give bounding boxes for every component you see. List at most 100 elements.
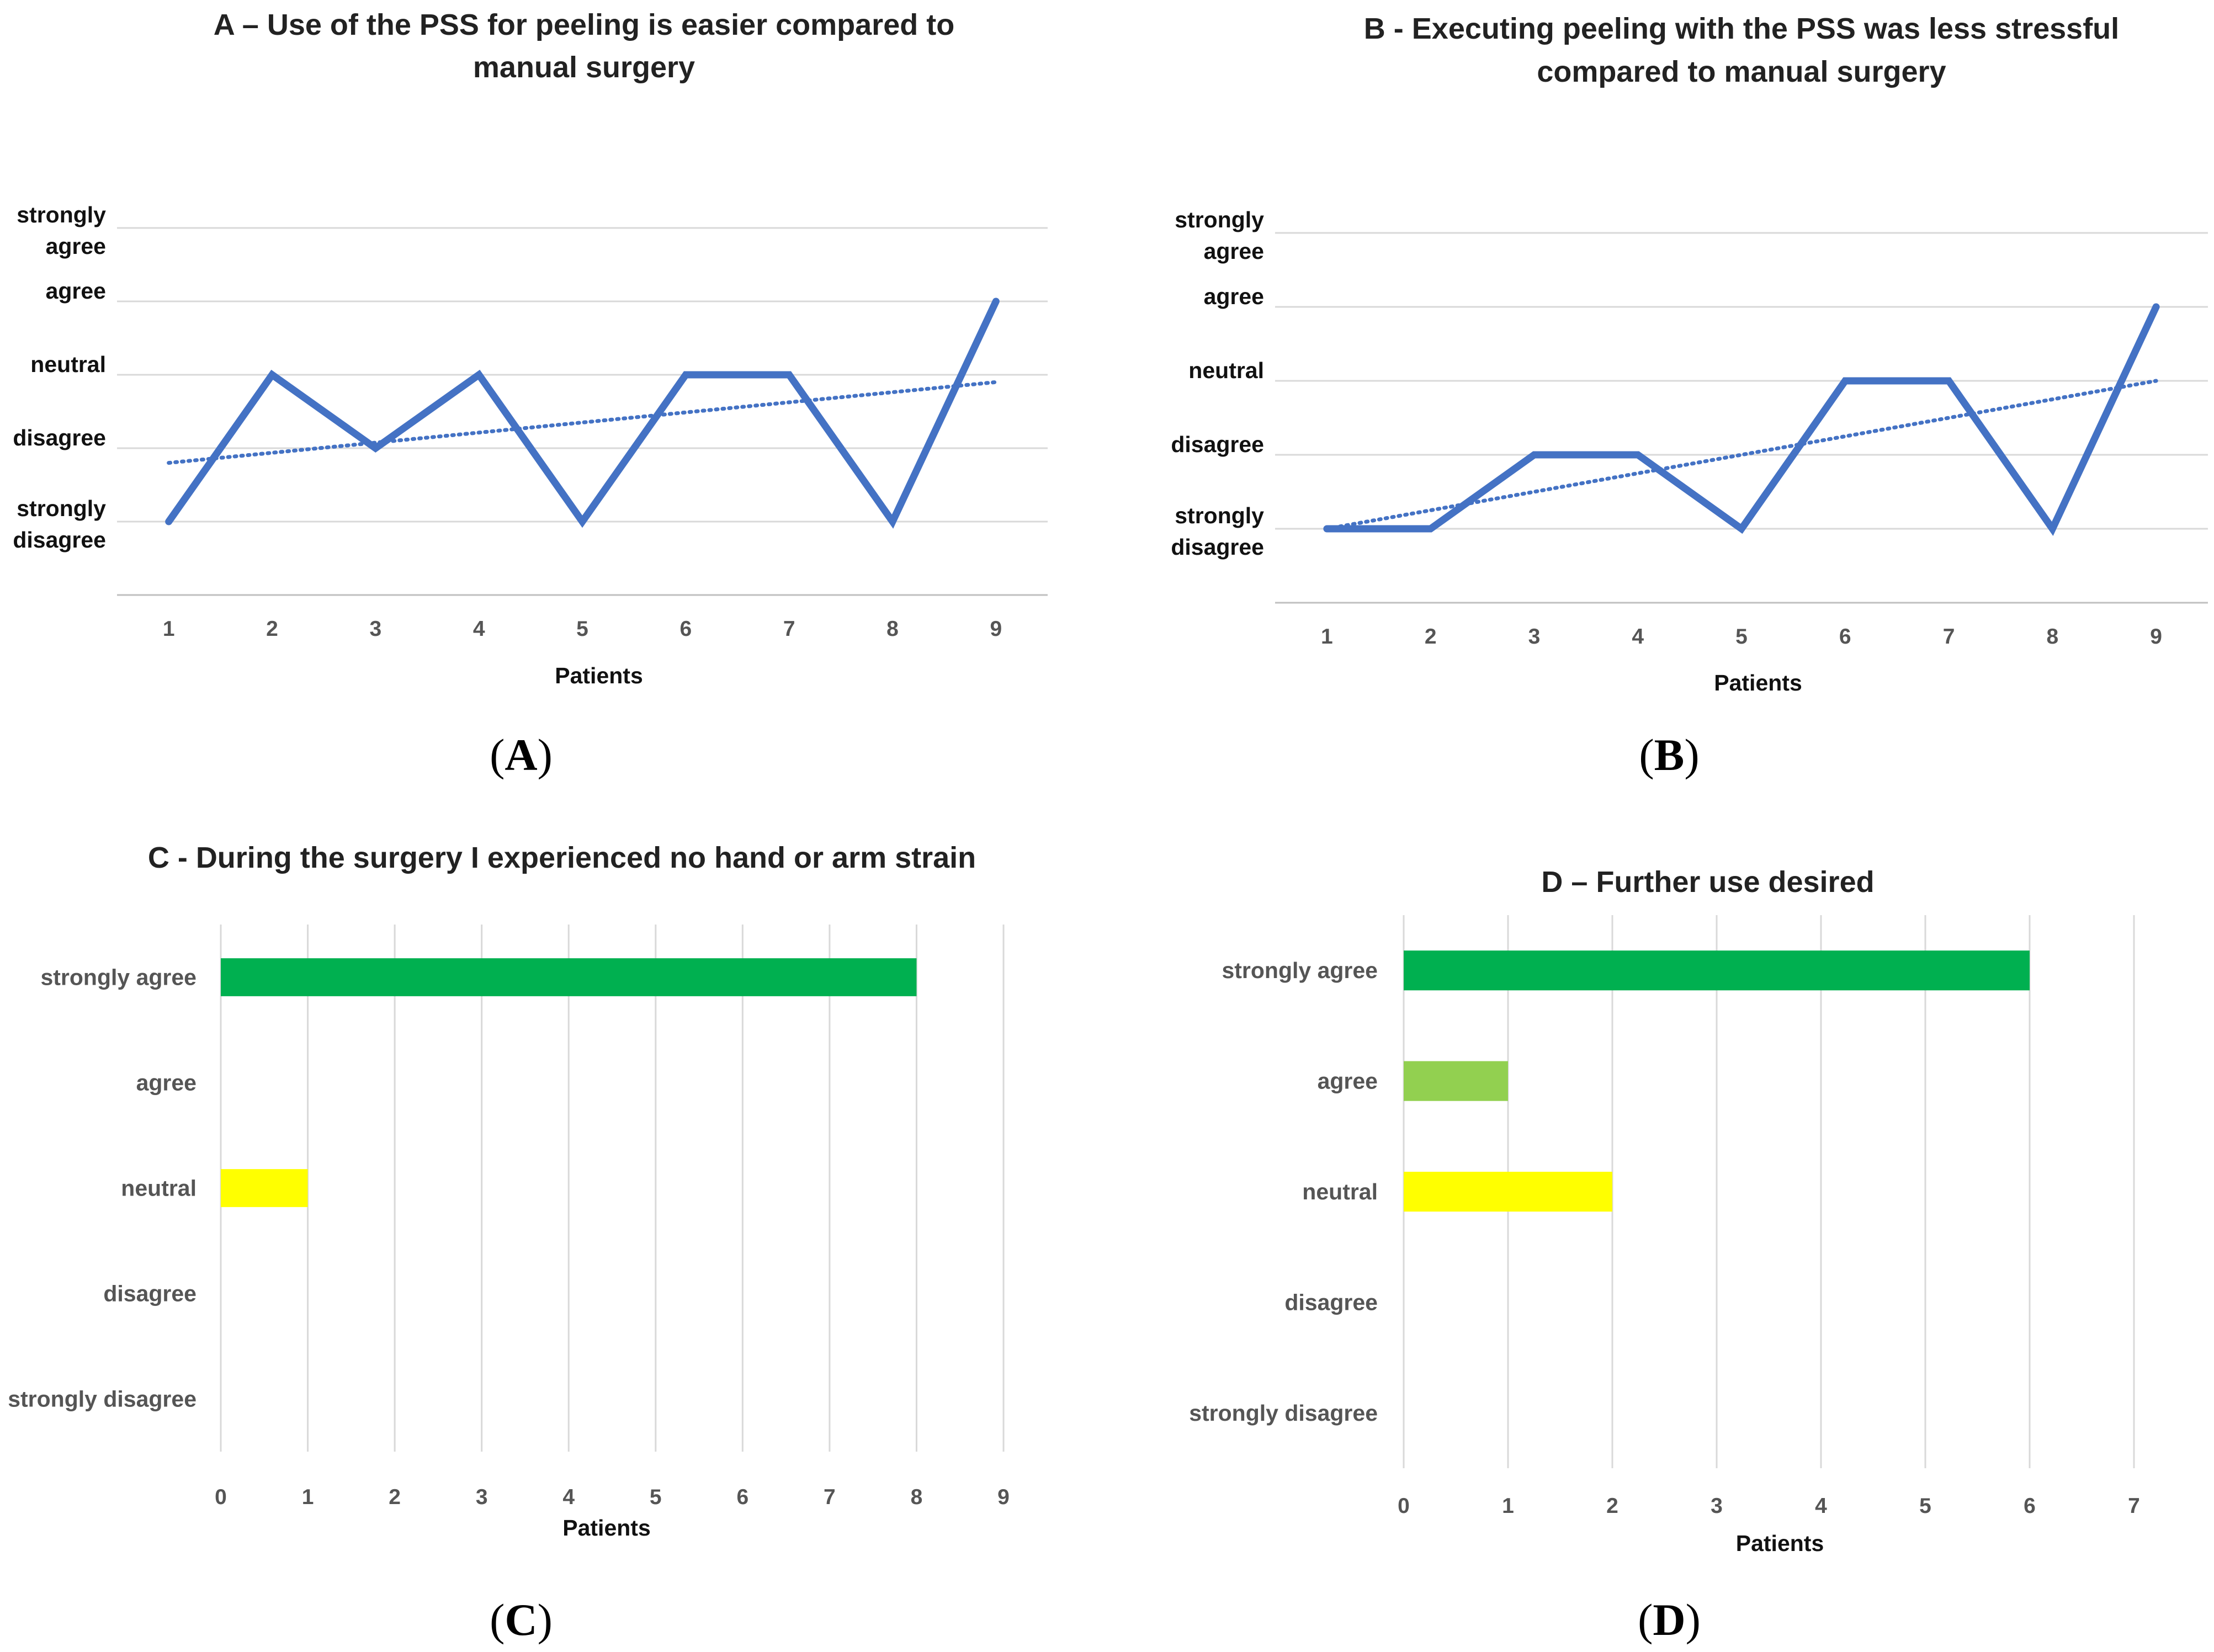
x-tick-label: 6 bbox=[2024, 1494, 2036, 1518]
y-tick-label: strongly agree bbox=[1175, 207, 1264, 264]
data-point bbox=[2154, 305, 2158, 309]
data-point bbox=[1843, 379, 1847, 383]
x-tick-label: 5 bbox=[1919, 1494, 1931, 1518]
data-point bbox=[581, 520, 584, 523]
panel-c-chart: C - During the surgery I experienced no … bbox=[8, 841, 1010, 1541]
y-category-label: disagree bbox=[103, 1281, 197, 1306]
x-tick-label: 7 bbox=[824, 1485, 836, 1509]
bar-agree bbox=[1404, 1061, 1508, 1101]
y-tick-label: strongly disagree bbox=[1171, 503, 1264, 560]
panel-label-d: (D) bbox=[1638, 1595, 1701, 1645]
x-tick-label: 2 bbox=[1425, 625, 1437, 649]
x-tick-label: 2 bbox=[389, 1485, 401, 1509]
data-point bbox=[1325, 527, 1329, 530]
data-point bbox=[1429, 527, 1432, 530]
x-tick-label: 3 bbox=[476, 1485, 488, 1509]
x-tick-label: 1 bbox=[163, 617, 175, 641]
data-point bbox=[684, 373, 688, 376]
x-tick-label: 2 bbox=[266, 617, 278, 641]
data-point bbox=[891, 520, 894, 523]
y-tick-label: agree bbox=[1204, 284, 1264, 309]
x-tick-label: 4 bbox=[562, 1485, 575, 1509]
bar-strongly-agree bbox=[221, 958, 917, 996]
x-tick-label: 4 bbox=[473, 617, 485, 641]
y-category-label: strongly disagree bbox=[1189, 1400, 1378, 1426]
x-tick-label: 6 bbox=[1839, 625, 1851, 649]
x-tick-label: 5 bbox=[650, 1485, 662, 1509]
chart-title-d-line-1: D – Further use desired bbox=[1541, 865, 1874, 899]
data-point bbox=[994, 300, 998, 303]
x-tick-label: 4 bbox=[1632, 625, 1644, 649]
bar-neutral bbox=[1404, 1171, 1612, 1212]
panel-label-b: (B) bbox=[1639, 730, 1699, 780]
chart-title-c-line-1: C - During the surgery I experienced no … bbox=[148, 841, 976, 874]
x-tick-label: 5 bbox=[576, 617, 588, 641]
y-tick-label: strongly disagree bbox=[13, 496, 106, 553]
y-category-label: strongly agree bbox=[40, 965, 197, 990]
chart-title-b-line-1: B - Executing peeling with the PSS was l… bbox=[1364, 12, 2119, 45]
x-tick-label: 9 bbox=[2150, 625, 2162, 649]
panel-label-a: (A) bbox=[490, 730, 553, 780]
x-tick-label: 6 bbox=[736, 1485, 748, 1509]
y-tick-label: agree bbox=[46, 278, 106, 304]
x-axis-label: Patients bbox=[1736, 1531, 1824, 1556]
data-point bbox=[2051, 527, 2054, 530]
data-point bbox=[374, 447, 378, 450]
data-point bbox=[787, 373, 791, 376]
data-point bbox=[1947, 379, 1951, 383]
x-tick-label: 4 bbox=[1815, 1494, 1827, 1518]
y-tick-label: disagree bbox=[1171, 432, 1264, 457]
data-point bbox=[1740, 527, 1743, 530]
x-tick-label: 9 bbox=[990, 617, 1002, 641]
data-point bbox=[1532, 453, 1536, 456]
x-tick-label: 0 bbox=[215, 1485, 227, 1509]
data-point bbox=[477, 373, 481, 376]
bar-neutral bbox=[221, 1169, 308, 1207]
data-point bbox=[270, 373, 274, 376]
panel-a-chart: A – Use of the PSS for peeling is easier… bbox=[13, 8, 1048, 688]
x-tick-label: 7 bbox=[2128, 1494, 2140, 1518]
x-tick-label: 3 bbox=[369, 617, 381, 641]
x-tick-label: 2 bbox=[1606, 1494, 1618, 1518]
panel-label-c: (C) bbox=[490, 1595, 553, 1645]
x-tick-label: 1 bbox=[302, 1485, 314, 1509]
y-category-label: strongly disagree bbox=[8, 1387, 197, 1412]
y-category-label: disagree bbox=[1284, 1289, 1378, 1315]
x-tick-label: 0 bbox=[1398, 1494, 1410, 1518]
y-category-label: agree bbox=[136, 1070, 197, 1096]
x-tick-label: 7 bbox=[783, 617, 795, 641]
y-category-label: strongly agree bbox=[1222, 958, 1378, 983]
y-category-label: agree bbox=[1318, 1069, 1378, 1094]
chart-title-a-line-2: manual surgery bbox=[473, 51, 695, 84]
x-axis-label: Patients bbox=[555, 663, 643, 688]
panel-b-chart: B - Executing peeling with the PSS was l… bbox=[1171, 12, 2208, 695]
x-tick-label: 5 bbox=[1735, 625, 1748, 649]
x-axis-label: Patients bbox=[1714, 670, 1802, 695]
y-tick-label: neutral bbox=[1188, 358, 1264, 383]
x-tick-label: 6 bbox=[679, 617, 692, 641]
y-tick-label: neutral bbox=[30, 352, 106, 377]
x-tick-label: 9 bbox=[997, 1485, 1010, 1509]
x-tick-label: 8 bbox=[2046, 625, 2058, 649]
x-tick-label: 3 bbox=[1528, 625, 1541, 649]
y-tick-label: disagree bbox=[13, 425, 106, 450]
x-tick-label: 3 bbox=[1711, 1494, 1723, 1518]
bar-strongly-agree bbox=[1404, 950, 2030, 991]
data-point bbox=[1636, 453, 1640, 456]
x-tick-label: 8 bbox=[886, 617, 899, 641]
y-category-label: neutral bbox=[121, 1176, 197, 1201]
chart-title-a-line-1: A – Use of the PSS for peeling is easier… bbox=[214, 8, 954, 41]
x-axis-label: Patients bbox=[562, 1515, 651, 1541]
trendline bbox=[167, 380, 998, 465]
y-category-label: neutral bbox=[1302, 1179, 1378, 1204]
x-tick-label: 1 bbox=[1321, 625, 1333, 649]
chart-title-b-line-2: compared to manual surgery bbox=[1537, 55, 1946, 88]
panel-d-chart: D – Further use desired 0 1 2 3 4 5 6 7 strongly … bbox=[1189, 865, 2140, 1556]
x-tick-label: 7 bbox=[1943, 625, 1955, 649]
data-point bbox=[167, 520, 171, 523]
x-tick-label: 1 bbox=[1502, 1494, 1514, 1518]
x-tick-label: 8 bbox=[911, 1485, 923, 1509]
y-tick-label: strongly agree bbox=[17, 202, 106, 259]
